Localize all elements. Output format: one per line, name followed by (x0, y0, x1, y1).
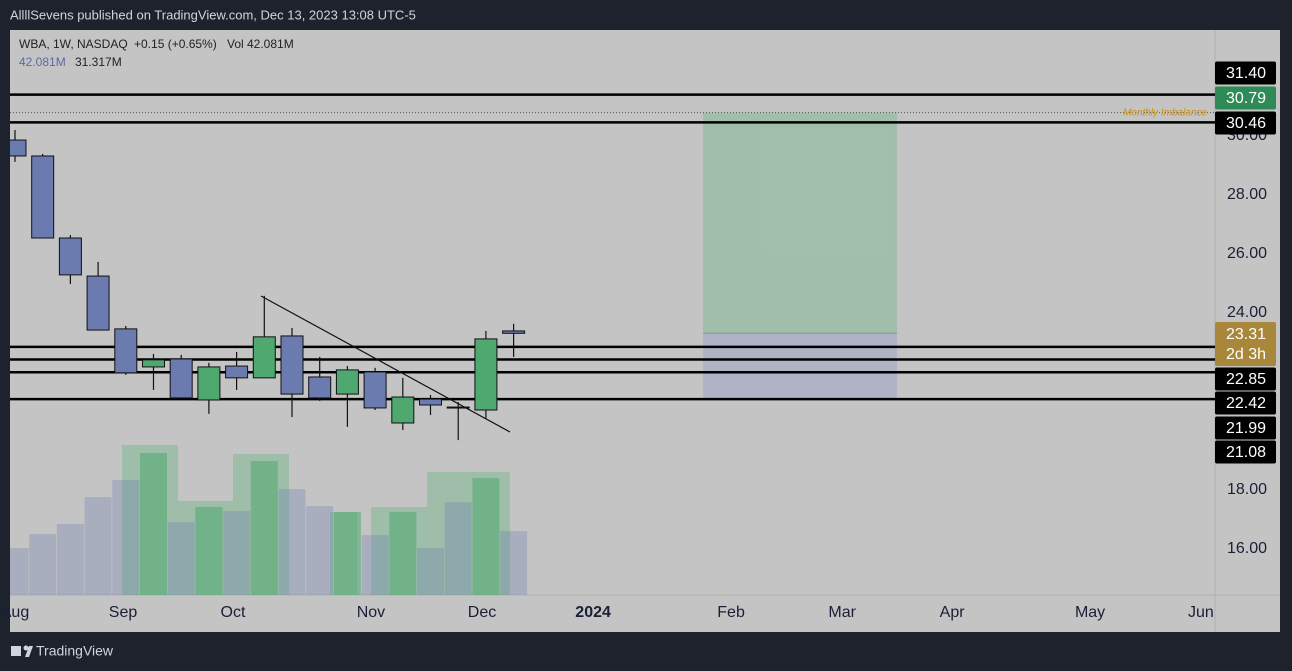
profit-zone (703, 112, 897, 334)
x-tick-label: Aug (1, 604, 29, 621)
price-tag (1215, 440, 1276, 464)
y-tick-label: 28.00 (1227, 186, 1267, 203)
published-note: AllllSevens published on TradingView.com… (10, 7, 416, 22)
candle-body (197, 366, 221, 401)
y-tick-label: 16.00 (1227, 540, 1267, 557)
x-tick-label: Dec (468, 604, 496, 621)
candle-body (502, 330, 526, 334)
volume-bar (417, 548, 445, 595)
x-tick-label: Nov (357, 604, 385, 621)
volume-bar (250, 461, 278, 595)
volume-bar (112, 480, 140, 595)
price-tag (1215, 61, 1276, 85)
risk-zone (703, 333, 897, 400)
volume-bar (306, 506, 334, 595)
last-price-label: 23.31 (1226, 326, 1266, 343)
volume-bar (167, 522, 195, 595)
price-tag-label: 22.85 (1226, 371, 1266, 388)
candle-body (169, 358, 193, 399)
volume-bar (500, 531, 528, 595)
candle-body (31, 155, 55, 239)
price-axis: 16.0018.0024.0026.0028.0030.0031.4030.46… (1215, 61, 1276, 557)
brand-logo (11, 645, 33, 657)
price-layer: Monthly Imbalance (10, 93, 1215, 441)
volume-bar (139, 453, 167, 595)
x-tick-label: 2024 (575, 604, 611, 621)
countdown-label: 2d 3h (1226, 346, 1266, 363)
candle-body (10, 139, 27, 157)
symbol: WBA, 1W, NASDAQ (19, 37, 128, 51)
price-tag (1215, 86, 1276, 110)
volume-bar (84, 497, 112, 595)
volume-bar (278, 489, 306, 595)
volume-bar (389, 511, 417, 595)
candle-body (252, 336, 276, 379)
price-tag-label: 22.42 (1226, 395, 1266, 412)
volume-legend: 42.081M (19, 55, 66, 69)
candle-body (419, 398, 443, 406)
x-tick-label: Jun (1188, 604, 1214, 621)
volume-bar (444, 502, 472, 595)
price-tag (1215, 111, 1276, 135)
candle-body (280, 335, 304, 395)
volume-title: Vol (227, 37, 244, 51)
price-tag-label: 21.08 (1226, 444, 1266, 461)
candle-body (225, 365, 249, 379)
price-tag-label: 30.79 (1226, 90, 1266, 107)
candle-body (141, 359, 165, 368)
x-tick-label: Mar (828, 604, 856, 621)
candle-body (335, 369, 359, 395)
price-tag-label: 21.99 (1226, 420, 1266, 437)
volume-legend: 31.317M (75, 55, 122, 69)
volume-bar (29, 534, 57, 595)
trend-line (260, 295, 511, 433)
candle-body (114, 328, 138, 374)
volume-bar (56, 524, 84, 595)
volume-bar (472, 478, 500, 595)
candle-body (308, 376, 332, 399)
brand: TradingView (36, 643, 114, 659)
candle-body (363, 371, 387, 409)
change: +0.15 (+0.65%) (134, 37, 217, 51)
volume-layer (10, 445, 528, 595)
volume-bar (333, 511, 361, 595)
price-tag (1215, 391, 1276, 415)
candle-body (391, 396, 415, 424)
volume-value: 42.081M (247, 37, 294, 51)
volume-bar (10, 548, 29, 595)
candle-body (86, 275, 110, 331)
imbalance-label: Monthly Imbalance (1123, 107, 1207, 118)
candle-body (474, 338, 498, 411)
x-tick-label: Feb (717, 604, 745, 621)
volume-bar (195, 506, 223, 595)
x-tick-label: May (1075, 604, 1105, 621)
price-tag (1215, 367, 1276, 391)
price-tag-label: 30.46 (1226, 115, 1266, 132)
x-tick-label: Oct (221, 604, 246, 621)
y-tick-label: 26.00 (1227, 245, 1267, 262)
candle-body (58, 237, 82, 276)
price-tag-label: 31.40 (1226, 65, 1266, 82)
x-tick-label: Apr (940, 604, 966, 621)
volume-bar (361, 535, 389, 595)
x-tick-label: Sep (109, 604, 138, 621)
volume-bar (223, 511, 251, 595)
last-price-tag (1215, 322, 1276, 366)
y-tick-label: 24.00 (1227, 304, 1267, 321)
y-tick-label: 18.00 (1227, 481, 1267, 498)
price-tag (1215, 416, 1276, 440)
candle-body (446, 406, 470, 409)
